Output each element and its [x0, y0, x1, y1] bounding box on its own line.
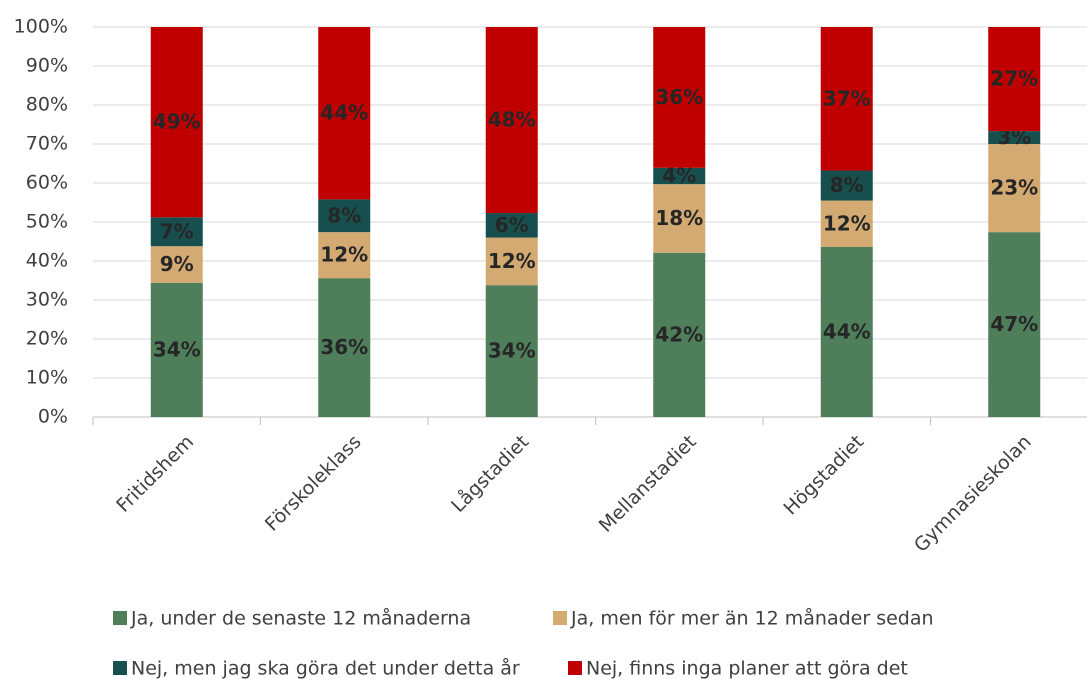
- value-label: 34%: [153, 337, 201, 361]
- bar-segment: [988, 232, 1041, 417]
- legend-label: Nej, men jag ska göra det under detta år: [131, 657, 520, 679]
- bar-segment: [150, 27, 203, 218]
- y-tick-label: 30%: [26, 289, 68, 311]
- y-tick-label: 70%: [26, 133, 68, 155]
- bar-segment: [653, 167, 706, 185]
- bar-segment: [150, 246, 203, 283]
- bar-segment: [485, 27, 538, 214]
- bar-segment: [318, 27, 371, 200]
- value-label: 42%: [655, 322, 703, 346]
- bar-segment: [318, 199, 371, 233]
- value-label: 12%: [488, 249, 536, 273]
- x-tick-label: Högstadiet: [779, 431, 868, 520]
- y-tick-label: 80%: [26, 94, 68, 116]
- bar-segment: [150, 282, 203, 417]
- legend-label: Ja, under de senaste 12 månaderna: [130, 607, 471, 630]
- legend-label: Nej, finns inga planer att göra det: [586, 658, 908, 679]
- value-label: 37%: [823, 86, 871, 110]
- bar-segment: [988, 27, 1041, 132]
- legend-swatch: [553, 611, 567, 625]
- value-label: 44%: [320, 101, 368, 125]
- value-label: 47%: [990, 312, 1038, 336]
- y-tick-label: 10%: [26, 367, 68, 389]
- bar-segment: [318, 278, 371, 417]
- value-label: 27%: [990, 67, 1038, 91]
- value-label: 18%: [655, 206, 703, 230]
- x-tick-label: Mellanstadiet: [595, 431, 701, 537]
- bar-segment: [150, 217, 203, 247]
- bar-segment: [485, 285, 538, 417]
- x-tick-label: Förskoleklass: [261, 431, 366, 536]
- value-label: 36%: [320, 335, 368, 359]
- legend-label: Ja, men för mer än 12 månader sedan: [570, 607, 934, 630]
- bar-segment: [820, 246, 873, 417]
- y-tick-label: 0%: [38, 406, 68, 428]
- value-label: 12%: [320, 243, 368, 267]
- y-tick-label: 20%: [26, 328, 68, 350]
- value-label: 49%: [153, 110, 201, 134]
- bar-segment: [820, 27, 873, 171]
- value-label: 44%: [823, 319, 871, 343]
- value-label: 7%: [160, 219, 194, 243]
- y-tick-label: 60%: [26, 172, 68, 194]
- x-tick-label: Gymnasieskolan: [910, 431, 1036, 557]
- bar-segment: [988, 144, 1041, 233]
- value-label: 8%: [327, 203, 361, 227]
- legend-swatch: [113, 611, 127, 625]
- bar-segment: [653, 184, 706, 253]
- y-tick-label: 90%: [26, 55, 68, 77]
- value-label: 6%: [495, 213, 529, 237]
- y-tick-label: 50%: [26, 211, 68, 233]
- y-tick-label: 100%: [14, 16, 68, 38]
- value-label: 36%: [655, 85, 703, 109]
- bar-segment: [988, 131, 1041, 144]
- bar-segment: [820, 200, 873, 247]
- x-tick-label: Fritidshem: [112, 431, 198, 517]
- bar-segment: [653, 27, 706, 168]
- legend-swatch: [568, 661, 582, 675]
- bar-segment: [318, 232, 371, 279]
- value-label: 8%: [830, 173, 864, 197]
- x-tick-label: Lågstadiet: [446, 430, 533, 517]
- bar-segment: [653, 252, 706, 417]
- bar-segment: [485, 237, 538, 286]
- y-tick-label: 40%: [26, 250, 68, 272]
- value-label: 12%: [823, 211, 871, 235]
- value-label: 48%: [488, 108, 536, 132]
- value-label: 34%: [488, 339, 536, 363]
- value-label: 9%: [160, 252, 194, 276]
- bar-segment: [820, 170, 873, 201]
- value-label: 23%: [990, 176, 1038, 200]
- bar-segment: [485, 213, 538, 238]
- legend-swatch: [113, 661, 127, 675]
